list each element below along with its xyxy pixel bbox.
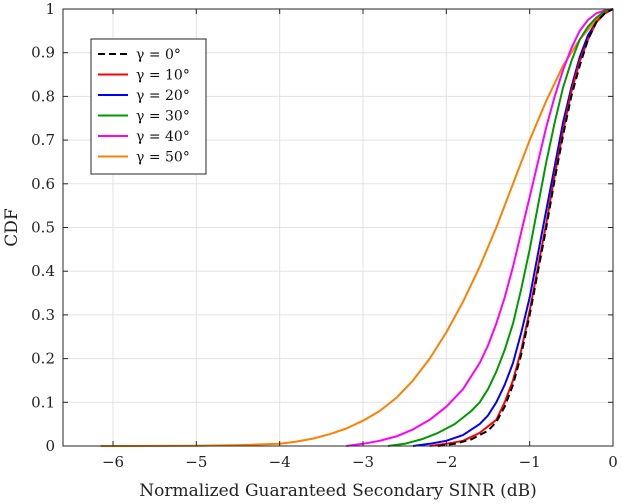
- series-line-3: [387, 8, 614, 447]
- y-tick-label: 0.8: [31, 87, 55, 105]
- x-tick-label: −5: [185, 453, 207, 471]
- x-tick-label: 0: [608, 453, 618, 471]
- x-axis-label: Normalized Guaranteed Secondary SINR (dB…: [139, 481, 536, 501]
- series-group: [100, 8, 614, 447]
- y-tick-label: 0.9: [31, 44, 55, 62]
- series-line-5: [100, 8, 614, 447]
- y-tick-label: 0.1: [31, 393, 55, 411]
- legend-label: γ = 50°: [136, 150, 190, 166]
- y-tick-label: 0: [45, 437, 55, 455]
- legend-label: γ = 0°: [136, 47, 181, 63]
- series-line-0: [437, 8, 614, 447]
- y-tick-label: 0.5: [31, 219, 55, 237]
- x-tick-label: −6: [102, 453, 124, 471]
- x-tick-label: −1: [519, 453, 541, 471]
- x-tick-label: −4: [269, 453, 291, 471]
- y-tick-label: 1: [45, 0, 55, 18]
- legend: γ = 0° γ = 10° γ = 20° γ = 30° γ = 40° γ = 50…: [90, 38, 207, 175]
- y-axis-label: CDF: [2, 208, 22, 247]
- legend-box: [90, 38, 207, 175]
- series-line-2: [412, 8, 614, 447]
- legend-label: γ = 20°: [136, 88, 190, 104]
- y-tick-label: 0.6: [31, 175, 55, 193]
- ticks: −6 −5 −4 −3 −2 −1 0 0 0.1 0.2 0.3 0.4 0.5 0.6 0.7 0.8 0.…: [31, 0, 618, 471]
- legend-label: γ = 10°: [136, 68, 190, 84]
- legend-label: γ = 30°: [136, 109, 190, 125]
- y-tick-label: 0.2: [31, 350, 55, 368]
- y-tick-label: 0.4: [31, 262, 55, 280]
- series-line-4: [346, 8, 614, 447]
- y-tick-label: 0.7: [31, 131, 55, 149]
- y-tick-label: 0.3: [31, 306, 55, 324]
- legend-label: γ = 40°: [136, 129, 190, 145]
- x-tick-label: −3: [352, 453, 374, 471]
- x-tick-label: −2: [435, 453, 457, 471]
